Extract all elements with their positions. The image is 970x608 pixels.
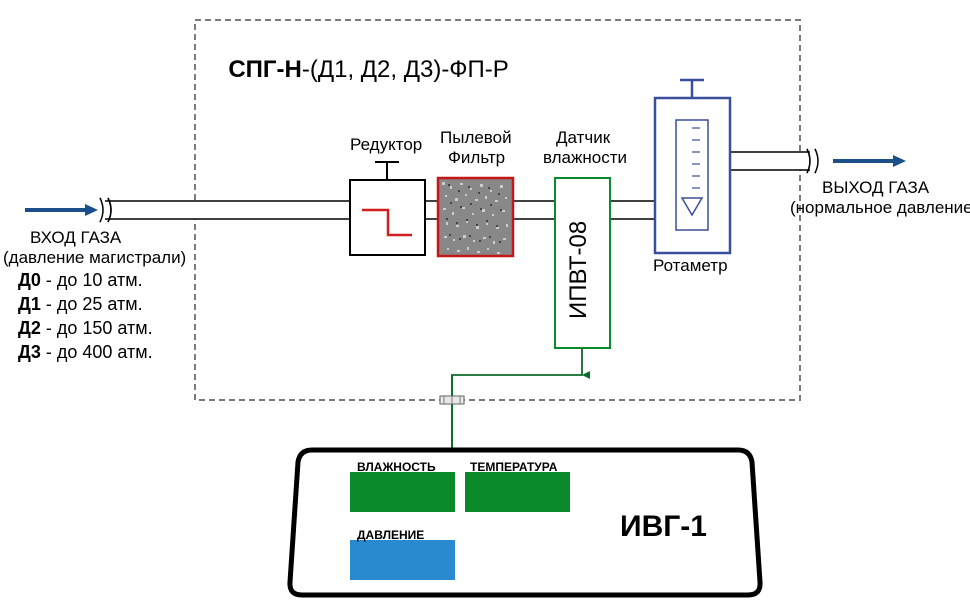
filter-label-2: Фильтр: [448, 148, 505, 168]
pipe-seg-2: [513, 201, 555, 219]
filter-label-1: Пылевой: [440, 128, 512, 148]
sensor-label-2: влажности: [543, 148, 627, 168]
output-arrow: [833, 155, 906, 167]
reducer-label: Редуктор: [350, 135, 422, 155]
output-pipe: [730, 149, 822, 173]
pressure-d3: Д3 - до 400 атм.: [18, 342, 153, 363]
title-rest: -(Д1, Д2, Д3)-ФП-Р: [302, 56, 509, 83]
connector: [440, 396, 464, 404]
system-title: СПГ-Н-(Д1, Д2, Д3)-ФП-Р: [215, 28, 509, 84]
pressure-d1: Д1 - до 25 атм.: [18, 294, 143, 315]
output-label-1: ВЫХОД ГАЗА: [822, 178, 929, 198]
input-arrow: [25, 204, 98, 216]
pressure-d0: Д0 - до 10 атм.: [18, 270, 143, 291]
reducer: [350, 162, 425, 255]
title-bold: СПГ-Н: [228, 56, 302, 83]
pressure-label: ДАВЛЕНИЕ: [357, 528, 424, 542]
diagram-canvas: [0, 0, 970, 608]
pressure-d2: Д2 - до 150 атм.: [18, 318, 153, 339]
pipe-seg-3: [610, 201, 655, 219]
humidity-label: ВЛАЖНОСТЬ: [357, 460, 436, 474]
rotameter: [655, 80, 730, 253]
input-pipe: [95, 198, 350, 222]
input-label-1: ВХОД ГАЗА: [30, 228, 121, 248]
rotameter-label: Ротаметр: [653, 256, 728, 276]
temperature-label: ТЕМПЕРАТУРА: [470, 460, 557, 474]
input-label-2: (давление магистрали): [3, 248, 186, 268]
device-name: ИВГ-1: [620, 510, 707, 544]
dust-filter: [438, 178, 513, 256]
output-label-2: (нормальное давление ): [790, 198, 970, 218]
sensor-label-1: Датчик: [556, 128, 610, 148]
sensor-model: ИПВТ-08: [565, 221, 593, 319]
